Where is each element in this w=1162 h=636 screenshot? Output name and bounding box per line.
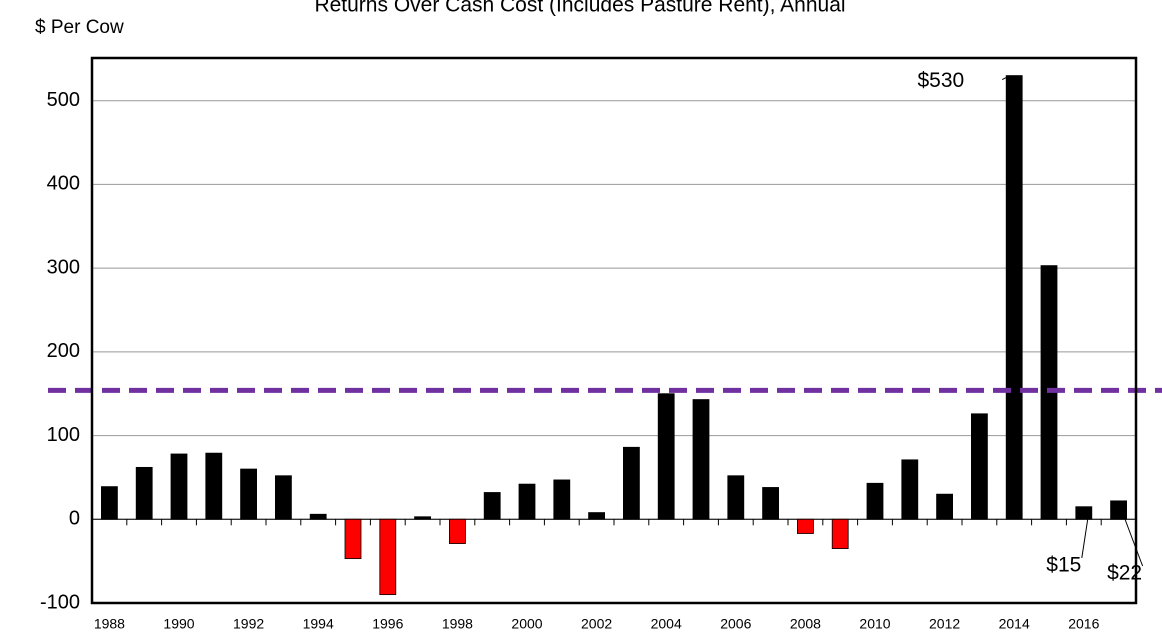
bar [692, 399, 710, 520]
x-tick-label: 2012 [929, 616, 960, 632]
bar [936, 493, 953, 520]
bar [344, 518, 362, 560]
x-tick-label: 2010 [859, 616, 890, 632]
y-tick-label: 400 [47, 173, 80, 195]
leader-line [1081, 518, 1089, 559]
x-tick-label: 2000 [511, 616, 542, 632]
bar [657, 393, 675, 520]
bar [414, 516, 432, 520]
bar [588, 512, 605, 520]
y-tick-label: 200 [47, 340, 80, 362]
bar [971, 413, 988, 520]
bar [448, 518, 466, 544]
bar [101, 486, 118, 520]
x-tick-label: 1998 [442, 616, 473, 632]
y-tick-label: 100 [47, 424, 80, 446]
bar [240, 468, 258, 520]
x-tick-label: 1988 [94, 616, 125, 632]
x-tick-label: 2004 [651, 616, 682, 632]
bar [1075, 506, 1093, 520]
x-tick-label: 2016 [1068, 616, 1099, 632]
bar [170, 453, 188, 520]
bar [623, 446, 640, 520]
bar [135, 466, 153, 520]
bar [274, 475, 292, 520]
bar [379, 518, 397, 596]
x-tick-label: 1992 [233, 616, 264, 632]
x-tick-label: 1996 [372, 616, 403, 632]
value-label: $530 [917, 69, 964, 92]
bar [1005, 75, 1023, 520]
y-tick-label: -100 [40, 591, 80, 613]
x-tick-label: 2014 [999, 616, 1030, 632]
bar [553, 479, 571, 520]
plot-border [90, 56, 1138, 605]
y-axis-label: $ Per Cow [35, 17, 124, 38]
bar [901, 459, 919, 520]
leader-line [1122, 512, 1144, 567]
y-tick-label: 300 [47, 256, 80, 278]
bar [1110, 500, 1127, 520]
bar [762, 487, 779, 520]
chart-title: Returns Over Cash Cost (Includes Pasture… [314, 0, 845, 17]
y-tick-label: 0 [69, 508, 80, 530]
value-label: $15 [1046, 554, 1081, 577]
x-tick-label: 2008 [790, 616, 821, 632]
x-tick-label: 1994 [303, 616, 334, 632]
bar [483, 492, 501, 520]
bar [309, 513, 327, 520]
x-tick-label: 2002 [581, 616, 612, 632]
bar [797, 518, 814, 534]
bar [205, 452, 223, 520]
y-tick-label: 500 [47, 89, 80, 111]
bar [727, 475, 745, 520]
bar [831, 518, 849, 549]
bar [866, 482, 884, 520]
leader-line [1001, 77, 1007, 81]
value-label: $22 [1107, 562, 1142, 585]
bar [518, 483, 536, 520]
x-tick-label: 2006 [720, 616, 751, 632]
x-tick-label: 1990 [163, 616, 194, 632]
